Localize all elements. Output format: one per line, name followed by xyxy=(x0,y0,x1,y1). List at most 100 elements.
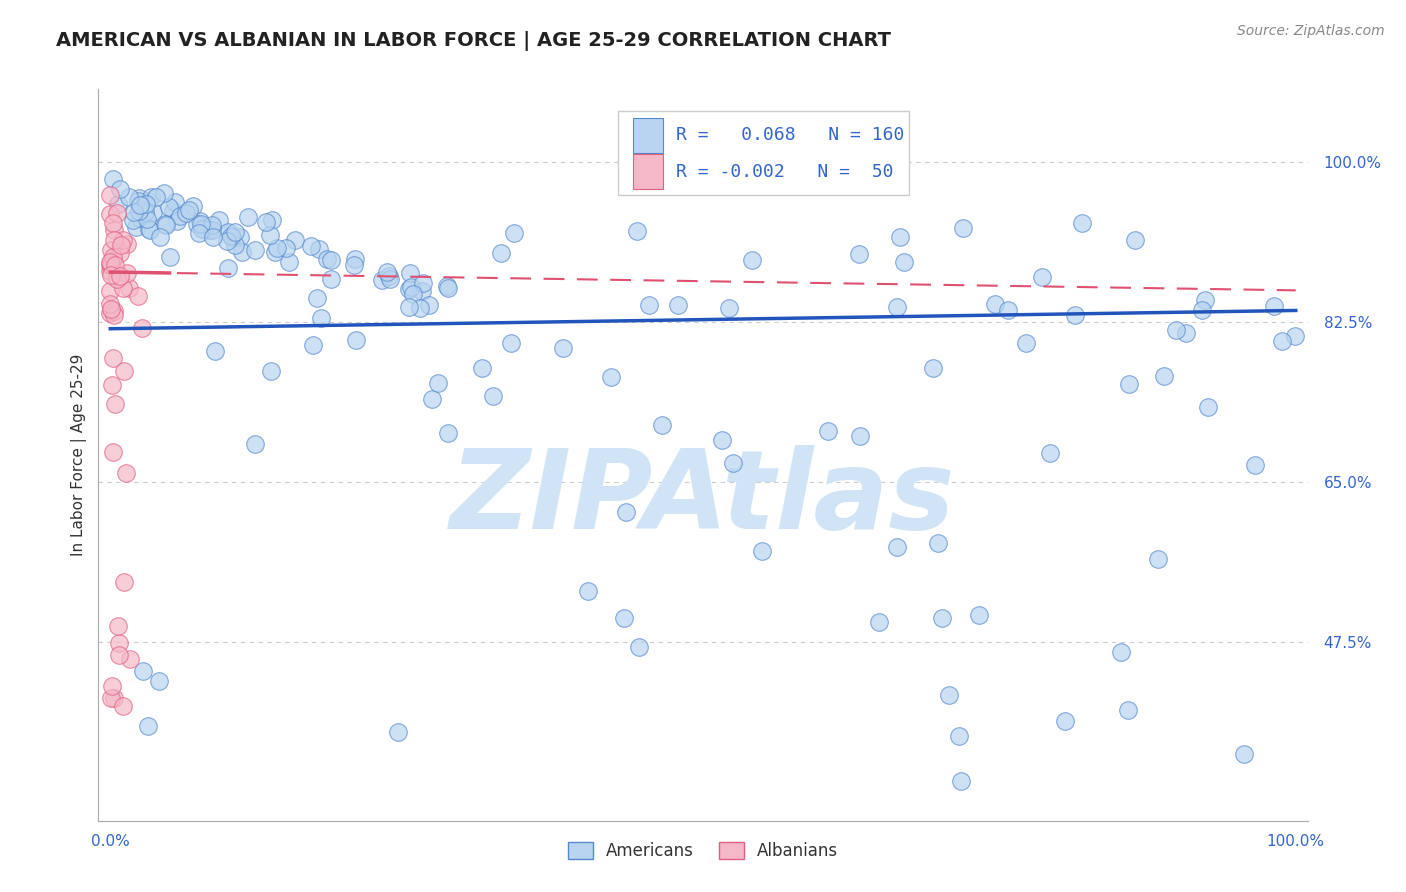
Point xyxy=(949,774,972,789)
Text: Source: ZipAtlas.com: Source: ZipAtlas.com xyxy=(1237,24,1385,38)
FancyBboxPatch shape xyxy=(633,154,664,189)
Point xyxy=(103,445,125,459)
Point xyxy=(145,189,167,203)
Point xyxy=(969,607,991,622)
Point xyxy=(229,229,252,244)
Point xyxy=(100,268,122,282)
Point xyxy=(104,258,127,272)
Point xyxy=(169,209,191,223)
Point xyxy=(188,214,211,228)
Point xyxy=(208,213,231,227)
Point xyxy=(217,235,239,249)
Point xyxy=(387,725,409,739)
Point xyxy=(315,252,337,267)
Point xyxy=(308,242,330,256)
Point xyxy=(136,194,159,209)
Point xyxy=(98,255,121,269)
Point xyxy=(202,230,225,244)
Point xyxy=(1015,335,1038,350)
Point xyxy=(1166,323,1188,337)
Point xyxy=(103,303,125,318)
Point xyxy=(111,280,134,294)
Point xyxy=(122,204,145,219)
Point xyxy=(190,222,212,236)
Point xyxy=(165,195,187,210)
Point xyxy=(118,189,141,203)
Point xyxy=(1039,445,1062,459)
Point xyxy=(221,230,243,244)
Point xyxy=(103,690,125,705)
Point xyxy=(938,688,960,702)
Point xyxy=(1175,326,1198,341)
Point xyxy=(131,321,153,335)
Point xyxy=(112,574,135,589)
Point xyxy=(204,343,226,358)
Point xyxy=(217,260,239,275)
Point xyxy=(952,220,974,235)
Point xyxy=(245,243,267,257)
Point xyxy=(553,341,575,355)
Point xyxy=(98,207,121,221)
Point xyxy=(224,238,246,252)
Point xyxy=(886,300,908,314)
Point xyxy=(111,233,134,247)
Point xyxy=(148,674,170,689)
Point xyxy=(103,250,125,264)
Point xyxy=(817,424,839,438)
Point xyxy=(666,298,689,312)
Point xyxy=(266,242,288,256)
Point xyxy=(108,182,131,196)
Point xyxy=(105,206,128,220)
Text: R =   0.068   N = 160: R = 0.068 N = 160 xyxy=(676,127,905,145)
Point xyxy=(188,227,211,241)
Point xyxy=(274,241,297,255)
Point xyxy=(110,268,132,283)
Point xyxy=(711,433,734,447)
Point xyxy=(112,698,135,713)
Point xyxy=(1197,401,1219,415)
Point xyxy=(236,210,259,224)
Point xyxy=(1263,299,1285,313)
Point xyxy=(576,583,599,598)
Point xyxy=(489,245,512,260)
Point xyxy=(101,252,124,267)
Point xyxy=(128,191,150,205)
Point xyxy=(997,302,1019,317)
Point xyxy=(1053,714,1076,729)
Point xyxy=(201,223,224,237)
Point xyxy=(377,268,399,283)
Point xyxy=(302,338,325,352)
Point xyxy=(412,277,434,291)
Point xyxy=(224,225,246,239)
Legend: Americans, Albanians: Americans, Albanians xyxy=(561,836,845,867)
Point xyxy=(741,252,763,267)
Point xyxy=(127,194,149,209)
Point xyxy=(186,217,208,231)
Point xyxy=(103,309,125,323)
Point xyxy=(651,418,673,433)
Point xyxy=(103,223,125,237)
Point xyxy=(100,243,122,257)
Point xyxy=(402,287,425,301)
Point xyxy=(136,719,159,733)
Point xyxy=(142,205,165,219)
Point xyxy=(101,215,124,229)
Point xyxy=(134,204,156,219)
Point xyxy=(378,272,401,286)
Point xyxy=(371,272,394,286)
Point xyxy=(262,213,284,227)
Point xyxy=(110,238,132,252)
Point xyxy=(264,245,287,260)
Point xyxy=(166,214,188,228)
Point xyxy=(848,247,870,261)
Point xyxy=(100,255,122,269)
Point xyxy=(128,204,150,219)
FancyBboxPatch shape xyxy=(619,112,908,195)
Point xyxy=(1233,747,1256,762)
Point xyxy=(1125,233,1147,247)
Point xyxy=(260,364,283,378)
Point xyxy=(612,611,634,625)
Point xyxy=(128,198,150,212)
Point xyxy=(1118,376,1140,391)
Point xyxy=(152,186,174,200)
